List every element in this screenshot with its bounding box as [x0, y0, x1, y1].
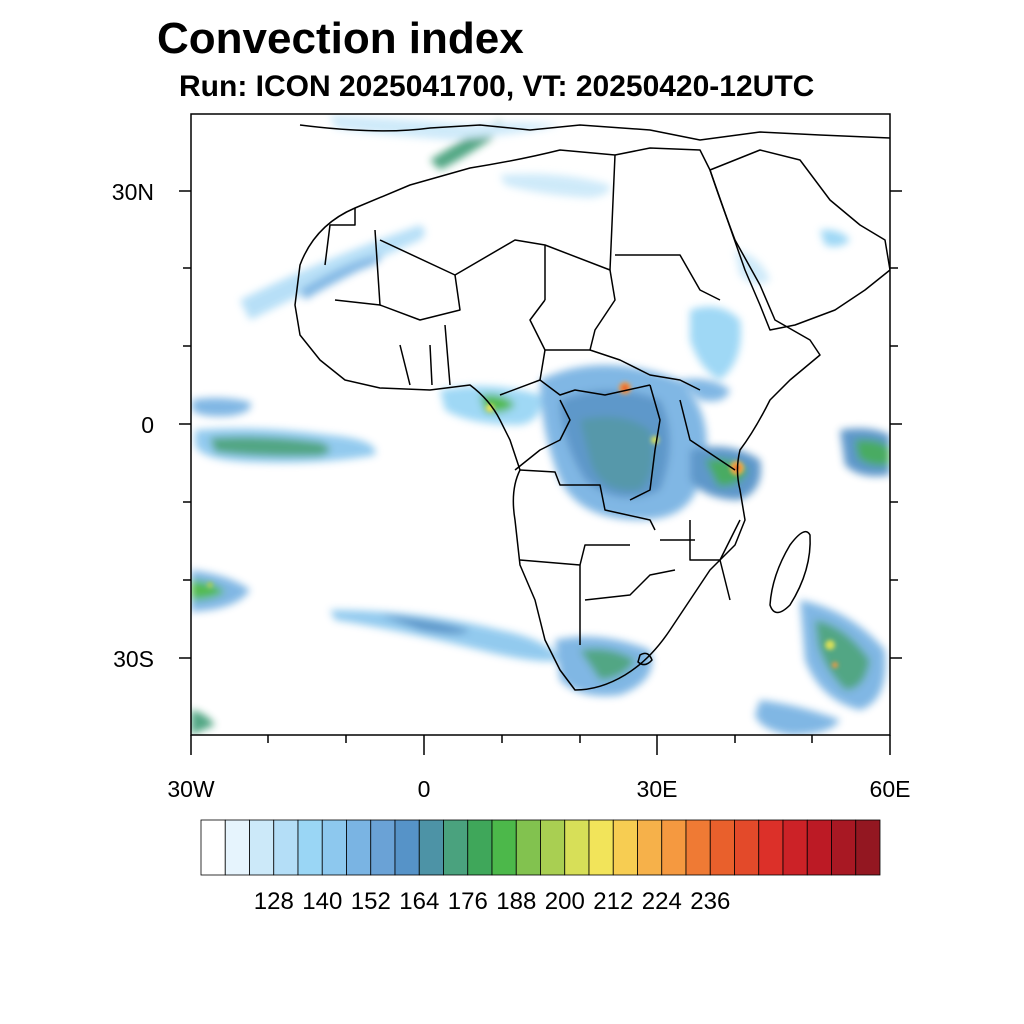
colorbar-swatch: [782, 819, 808, 876]
colorbar-label: 128: [253, 888, 294, 915]
colorbar-swatch: [540, 819, 566, 876]
convection-field: [191, 115, 890, 735]
lon-label-30w: 30W: [167, 776, 215, 802]
lat-label-30n: 30N: [111, 179, 154, 205]
colorbar-swatch: [249, 819, 275, 876]
colorbar-label: 188: [496, 888, 537, 915]
colorbar-swatch: [564, 819, 590, 876]
colorbar-swatch: [273, 819, 299, 876]
colorbar-swatch: [637, 819, 663, 876]
country-borders: [294, 124, 890, 691]
colorbar-swatch: [806, 819, 832, 876]
axis-ticks: [179, 190, 902, 755]
colorbar-swatch: [515, 819, 541, 876]
colorbar-swatch: [588, 819, 614, 876]
colorbar-swatch: [394, 819, 420, 876]
colorbar-label: 140: [302, 888, 343, 915]
colorbar-swatch: [370, 819, 396, 876]
colorbar-swatch: [661, 819, 687, 876]
colorbar-label: 224: [641, 888, 682, 915]
colorbar-swatch: [491, 819, 517, 876]
map-subtitle: Run: ICON 2025041700, VT: 20250420-12UTC: [179, 70, 815, 103]
colorbar: [200, 819, 881, 876]
lat-label-0: 0: [141, 412, 154, 438]
lon-label-60e: 60E: [869, 776, 911, 802]
colorbar-swatch: [443, 819, 469, 876]
colorbar-label: 200: [544, 888, 585, 915]
colorbar-label: 176: [447, 888, 488, 915]
colorbar-swatch: [200, 819, 226, 876]
colorbar-label: 164: [399, 888, 440, 915]
lon-label-0: 0: [417, 776, 431, 802]
colorbar-swatch: [734, 819, 760, 876]
lon-label-30e: 30E: [636, 776, 678, 802]
colorbar-swatch: [855, 819, 881, 876]
colorbar-swatch: [224, 819, 250, 876]
colorbar-label: 212: [593, 888, 634, 915]
colorbar-swatch: [418, 819, 444, 876]
colorbar-swatch: [612, 819, 638, 876]
colorbar-label: 152: [350, 888, 391, 915]
colorbar-swatch: [709, 819, 735, 876]
lat-label-30s: 30S: [113, 646, 154, 672]
map-title: Convection index: [157, 14, 524, 63]
colorbar-swatch: [321, 819, 347, 876]
colorbar-swatch: [467, 819, 493, 876]
colorbar-swatch: [346, 819, 372, 876]
colorbar-swatch: [758, 819, 784, 876]
colorbar-label: 236: [690, 888, 731, 915]
colorbar-swatch: [831, 819, 857, 876]
colorbar-swatch: [297, 819, 323, 876]
colorbar-swatch: [685, 819, 711, 876]
